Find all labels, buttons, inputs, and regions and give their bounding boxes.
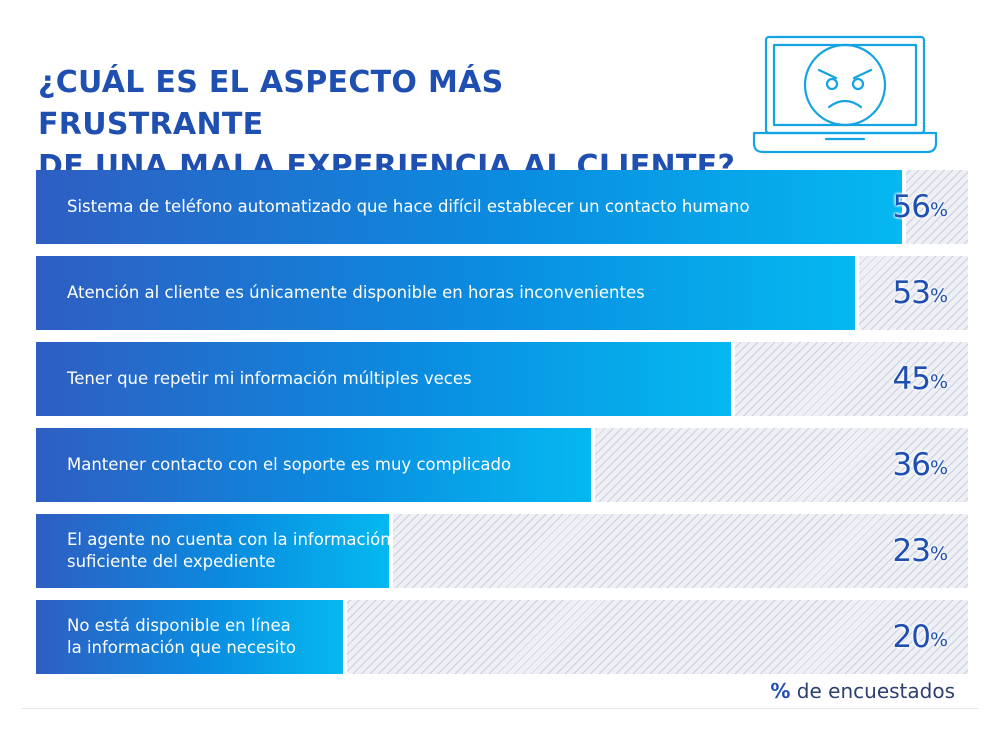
unit-footnote: % de encuestados [770,679,955,703]
data-label-value-6: 20 [892,619,930,655]
data-label-value-4: 36 [892,447,930,483]
bar-row-6: No está disponible en línea la informació… [36,600,968,674]
angry-face-laptop-icon [752,35,938,154]
bar-label-2-line-1: Atención al cliente es únicamente dispon… [67,283,645,302]
data-label-value-1: 56 [892,189,930,225]
bar-label-3-line-1: Tener que repetir mi información múltipl… [67,369,472,388]
bar-row-2: Atención al cliente es únicamente dispon… [36,256,968,330]
percent-symbol: % [770,679,791,703]
bar-label-1-line-1: Sistema de teléfono automatizado que hac… [67,197,750,216]
data-label-value-3: 45 [892,361,930,397]
bar-chart: Sistema de teléfono automatizado que hac… [36,170,968,686]
bar-1 [36,170,906,244]
bar-label-5-line-2: suficiente del expediente [67,552,276,571]
data-label-1: 56% [892,170,948,244]
bar-2 [36,256,859,330]
data-label-4: 36% [892,428,948,502]
unit-footnote-text: de encuestados [790,679,955,703]
bar-label-5-line-1: El agente no cuenta con la información [67,530,391,549]
chart-title-line-1: ¿CUÁL ES EL ASPECTO MÁS FRUSTRANTE [38,65,504,142]
bar-label-6-line-2: la información que necesito [67,638,296,657]
data-label-value-5: 23 [892,533,930,569]
bar-label-3: Tener que repetir mi información múltipl… [67,342,472,416]
bar-label-6: No está disponible en línea la informació… [67,600,296,674]
bar-row-4: Mantener contacto con el soporte es muy … [36,428,968,502]
bar-label-4-line-1: Mantener contacto con el soporte es muy … [67,455,512,474]
bar-5 [36,514,393,588]
bar-label-4: Mantener contacto con el soporte es muy … [67,428,511,502]
bar-row-1: Sistema de teléfono automatizado que hac… [36,170,968,244]
bar-label-2: Atención al cliente es únicamente dispon… [67,256,645,330]
data-label-6: 20% [892,600,948,674]
bar-label-1: Sistema de teléfono automatizado que hac… [67,170,750,244]
data-label-3: 45% [892,342,948,416]
bar-3 [36,342,735,416]
data-label-5: 23% [892,514,948,588]
data-label-value-2: 53 [892,275,930,311]
data-label-unit-5: % [929,543,948,565]
data-label-unit-6: % [929,629,948,651]
data-label-2: 53% [892,256,948,330]
data-label-unit-2: % [929,285,948,307]
data-label-unit-1: % [929,199,948,221]
bar-6 [36,600,347,674]
bar-row-5: El agente no cuenta con la información su… [36,514,968,588]
bar-label-5: El agente no cuenta con la información su… [67,514,391,588]
bar-label-6-line-1: No está disponible en línea [67,616,291,635]
bar-4 [36,428,595,502]
bar-row-3: Tener que repetir mi información múltipl… [36,342,968,416]
data-label-unit-3: % [929,371,948,393]
bottom-divider [22,708,978,709]
data-label-unit-4: % [929,457,948,479]
